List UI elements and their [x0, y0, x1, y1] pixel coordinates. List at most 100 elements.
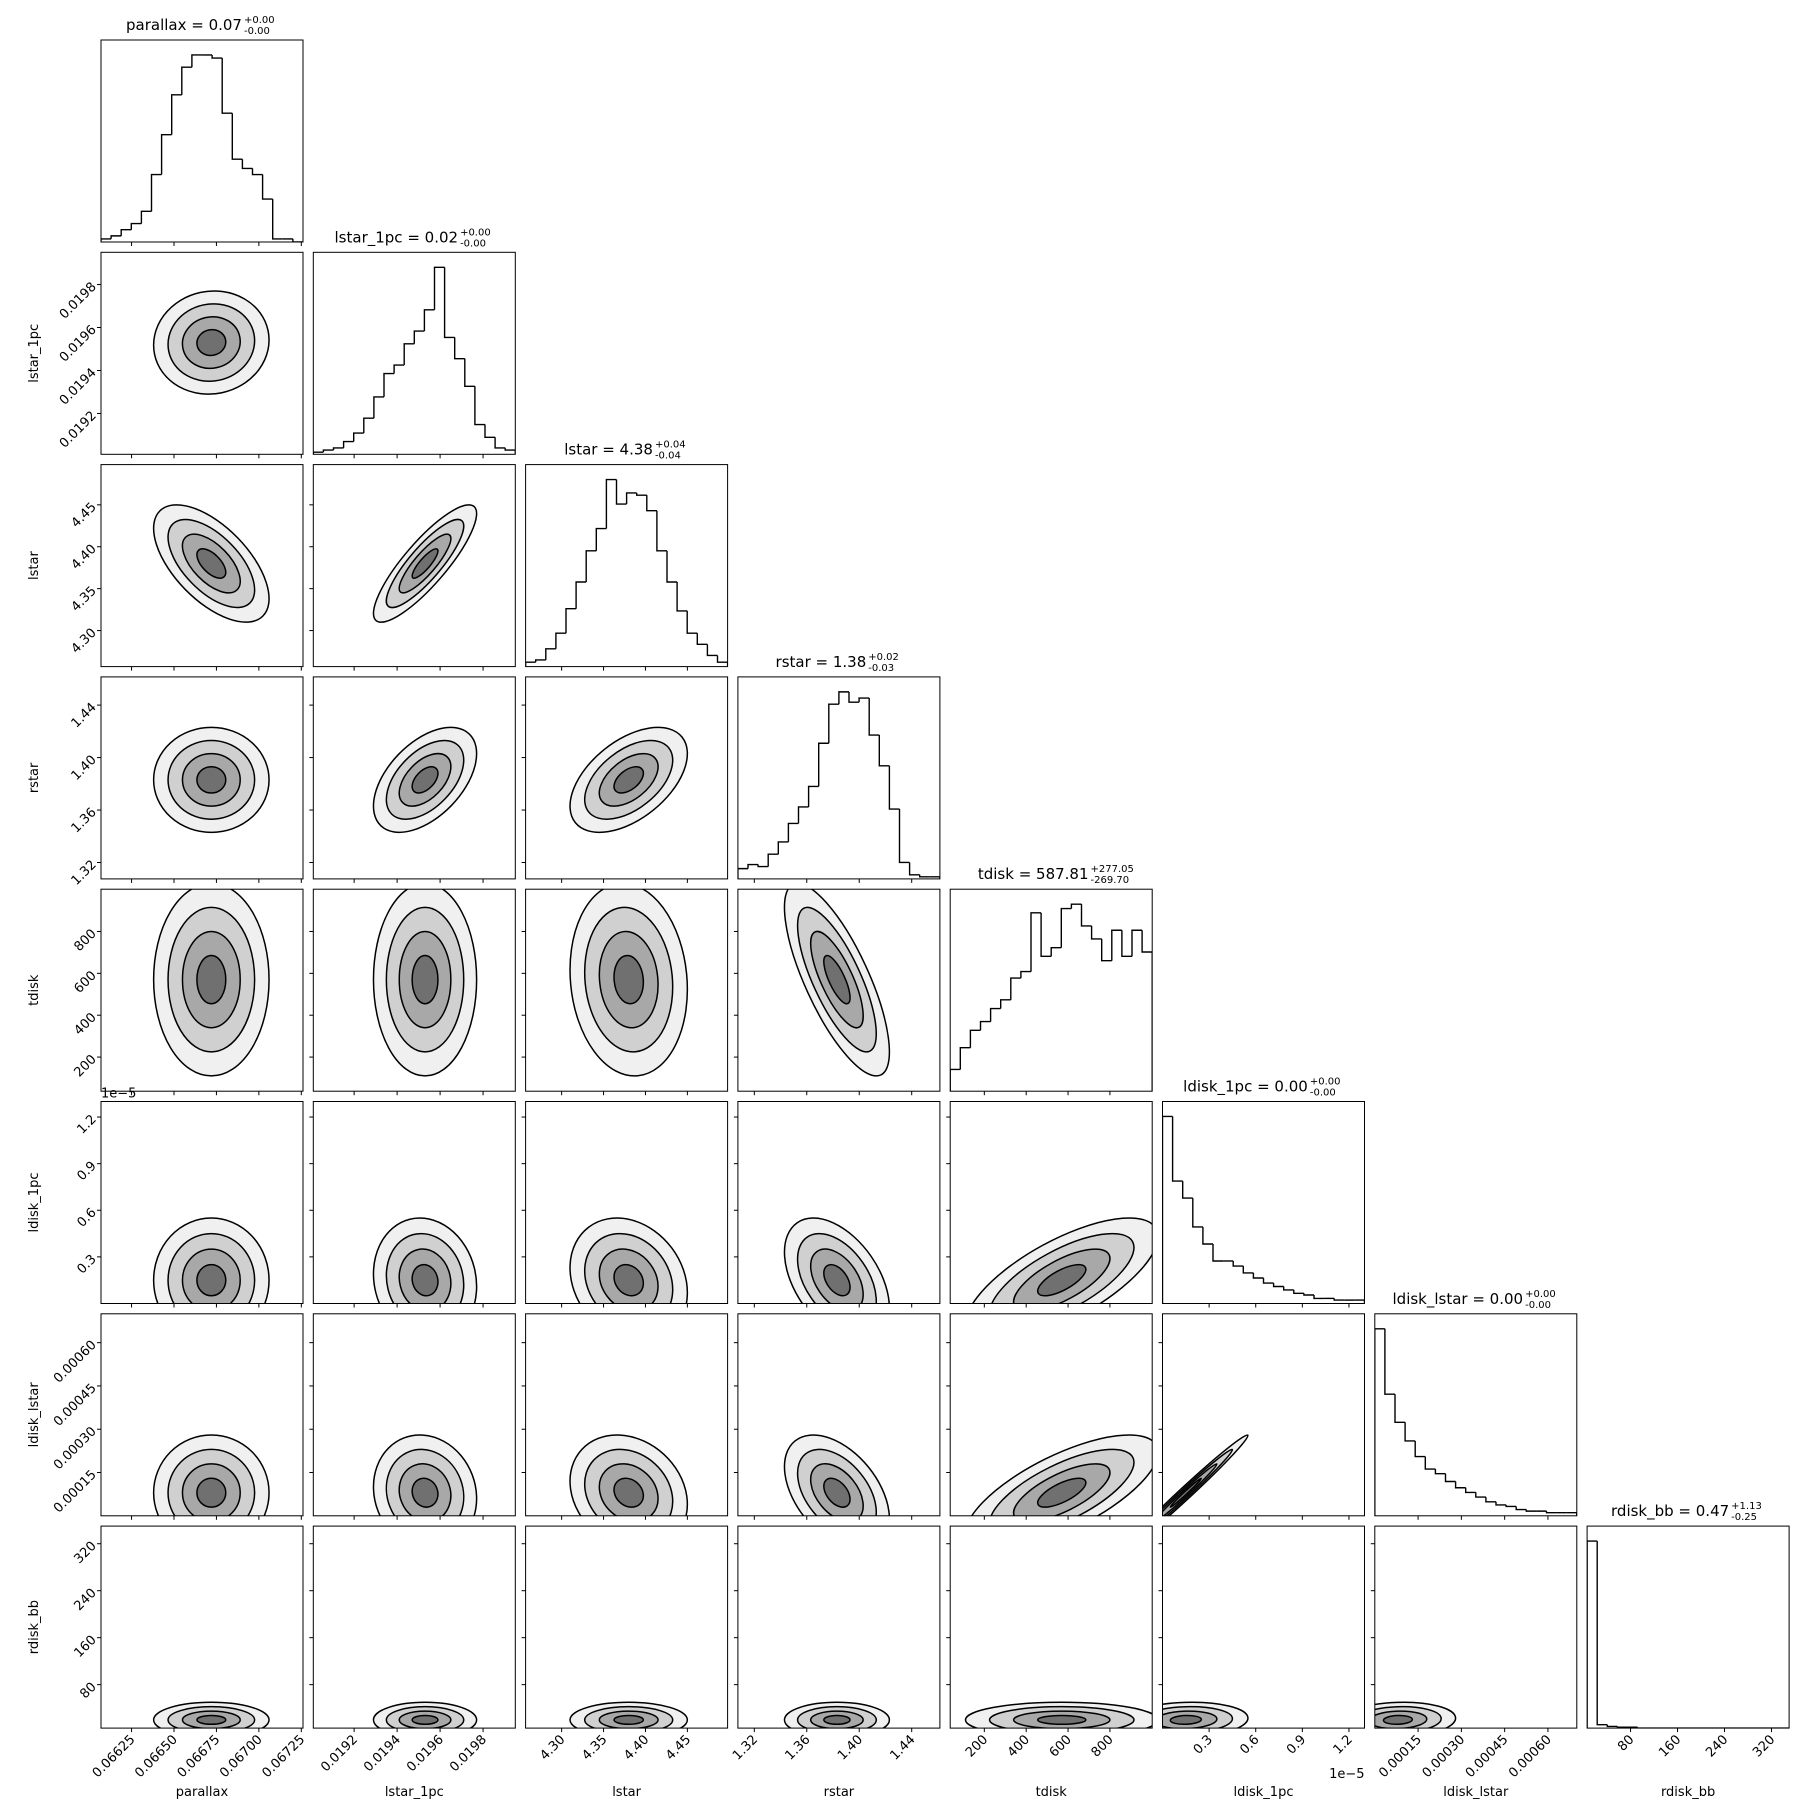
panel — [372, 726, 478, 834]
title-plus: +0.00 — [1525, 1289, 1556, 1300]
contour — [372, 1701, 478, 1729]
panel — [569, 1701, 689, 1729]
contour — [152, 1434, 270, 1516]
hist-bin — [535, 659, 546, 663]
contour — [1012, 1248, 1111, 1304]
hist-bin — [565, 608, 577, 634]
title-minus: -0.00 — [1310, 1088, 1336, 1099]
panel — [152, 504, 270, 623]
y-tick-label: 0.00015 — [51, 1468, 100, 1517]
y-tick-label: 240 — [71, 1586, 99, 1614]
contour — [964, 1434, 1153, 1516]
panel-title: tdisk = 587.81 — [978, 865, 1089, 883]
density-fill — [196, 1715, 226, 1725]
contour — [796, 1705, 878, 1729]
density-fill — [196, 1478, 226, 1508]
hist-bin — [919, 874, 930, 878]
contour — [598, 1463, 659, 1516]
panel-frame — [312, 888, 516, 1092]
density-fill — [196, 548, 226, 579]
panel — [372, 1217, 478, 1304]
y-offset-label: 1e−5 — [101, 1087, 136, 1102]
hist-bin — [555, 632, 566, 649]
panel — [964, 1701, 1153, 1729]
hist-bin — [1121, 930, 1132, 958]
density-fill — [614, 1478, 644, 1508]
hist-bin — [171, 94, 182, 135]
y-tick-label: 0.3 — [74, 1252, 99, 1277]
panel — [101, 54, 303, 242]
hist-bin — [1587, 1540, 1598, 1729]
x-tick-label: 4.40 — [621, 1732, 652, 1763]
y-tick-label: 1.32 — [69, 858, 100, 889]
contour — [167, 906, 256, 1053]
x-tick-label: 0.00030 — [1420, 1732, 1469, 1781]
panel-frame — [737, 1525, 941, 1729]
contour — [411, 954, 439, 1005]
x-tick-label: 1.40 — [835, 1732, 866, 1763]
contour — [372, 1217, 478, 1304]
x-axis-label: ldisk_lstar — [1443, 1785, 1509, 1800]
hist-bin — [807, 785, 819, 807]
x-tick-label: 600 — [1047, 1732, 1075, 1760]
hist-bin — [1262, 1277, 1274, 1284]
panel-title: lstar = 4.38 — [564, 441, 653, 459]
hist-bin — [221, 58, 233, 114]
panel-frame — [312, 676, 516, 880]
x-tick-label: 1.44 — [887, 1732, 918, 1763]
density-fill — [823, 1715, 851, 1725]
contour — [613, 766, 645, 794]
hist-bin — [433, 266, 445, 310]
contour — [167, 1448, 256, 1516]
contour — [181, 533, 241, 594]
panel-frame — [525, 888, 729, 1092]
x-tick-label: 0.00060 — [1506, 1732, 1555, 1781]
x-axis-label: rstar — [824, 1785, 855, 1800]
density-fill — [196, 1264, 226, 1296]
panel — [372, 504, 478, 623]
hist-bin — [150, 173, 162, 212]
y-tick-label: 320 — [71, 1539, 99, 1567]
hist-bin — [828, 703, 839, 744]
contour — [783, 1217, 891, 1304]
density-fill — [196, 329, 226, 356]
hist-bin — [393, 364, 405, 374]
contour — [783, 1434, 891, 1516]
x-tick-label: 0.0196 — [404, 1732, 447, 1775]
hist-bin — [1000, 999, 1011, 1009]
contour — [398, 930, 452, 1029]
hist-bin — [373, 396, 384, 419]
panel — [737, 691, 940, 879]
density-fill — [1037, 1478, 1086, 1508]
y-tick-label: 1.36 — [69, 805, 100, 836]
hist-bin — [504, 447, 516, 455]
contour — [809, 930, 864, 1029]
contour — [196, 1714, 227, 1726]
hist-bin — [1070, 903, 1082, 909]
y-tick-label: 0.6 — [74, 1205, 99, 1230]
contour — [398, 1463, 452, 1516]
panel — [372, 889, 478, 1077]
hist-bin — [413, 330, 425, 344]
panel — [372, 1701, 478, 1729]
contour — [167, 1232, 256, 1304]
hist-bin — [1303, 1293, 1314, 1296]
panel-frame — [1374, 1525, 1578, 1729]
title-plus: +0.00 — [1310, 1077, 1341, 1088]
contour — [167, 739, 256, 820]
hist-bin — [342, 440, 354, 448]
contour — [372, 504, 478, 623]
hist-bin — [1272, 1283, 1284, 1288]
x-tick-label: 0.00045 — [1463, 1732, 1512, 1781]
y-tick-label: 0.00030 — [51, 1424, 100, 1473]
hist-bin — [797, 806, 809, 824]
hist-bin — [423, 309, 435, 332]
y-axis-label: rstar — [27, 762, 42, 793]
title-minus: -0.00 — [460, 238, 486, 249]
y-tick-label: 0.0192 — [57, 409, 100, 452]
panel-frame — [312, 464, 516, 668]
title-minus: -0.00 — [244, 26, 270, 37]
title-plus: +0.00 — [244, 15, 275, 26]
panel — [569, 1217, 689, 1304]
contour — [385, 1232, 465, 1304]
